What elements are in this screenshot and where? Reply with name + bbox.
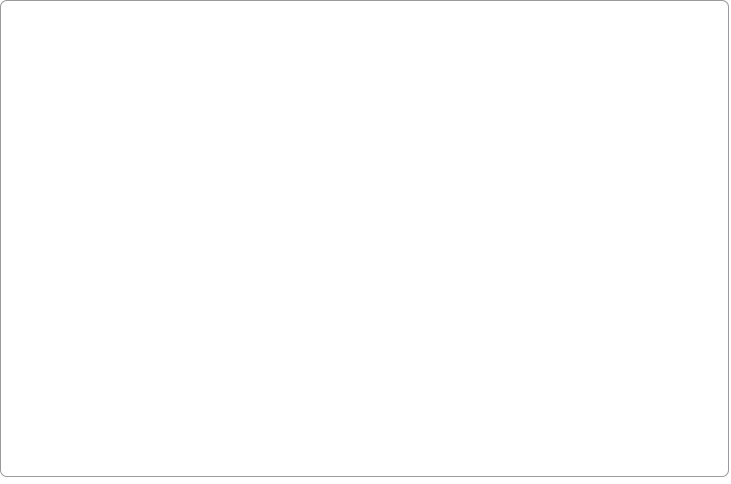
chart-screenshot: 0510152025303540ExternalrelationsFreedom…	[0, 0, 731, 479]
chart-frame	[0, 0, 729, 477]
